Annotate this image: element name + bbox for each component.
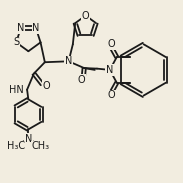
Text: O: O xyxy=(82,11,89,20)
Text: CH₃: CH₃ xyxy=(31,141,49,151)
Text: N: N xyxy=(17,23,25,33)
Text: N: N xyxy=(32,23,40,33)
Text: N: N xyxy=(65,56,72,66)
Text: O: O xyxy=(43,81,51,91)
Text: S: S xyxy=(13,37,19,47)
Text: H₃C: H₃C xyxy=(7,141,25,151)
Text: O: O xyxy=(107,40,115,49)
Text: N: N xyxy=(106,65,113,75)
Text: HN: HN xyxy=(9,85,23,95)
Text: O: O xyxy=(107,90,115,100)
Text: O: O xyxy=(78,75,85,85)
Text: N: N xyxy=(25,134,32,144)
